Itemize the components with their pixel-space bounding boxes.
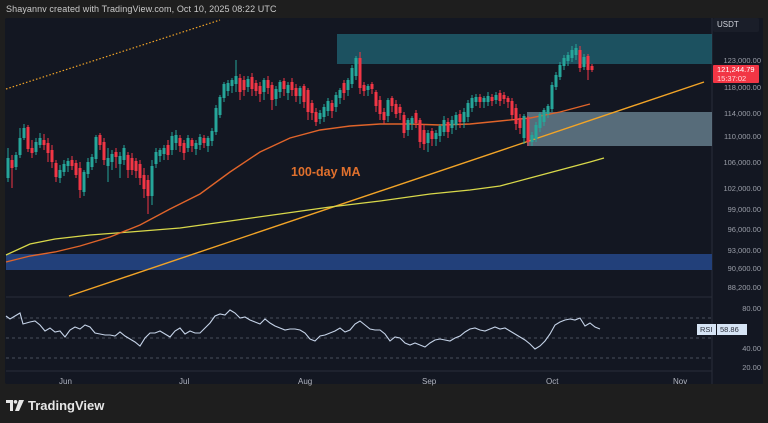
demand-zone[interactable]: [527, 112, 712, 146]
tradingview-logo[interactable]: TradingView: [6, 398, 104, 413]
rsi-axis-tick: 20.00: [742, 363, 761, 372]
candle-countdown: 15:37:02: [717, 73, 747, 83]
time-axis-tick: Aug: [298, 377, 313, 386]
time-axis-tick: Oct: [546, 377, 559, 386]
tradingview-brand-text: TradingView: [28, 398, 105, 413]
price-axis-tick: 96,000.00: [727, 225, 761, 234]
rsi-tag-name: RSI: [697, 324, 717, 335]
currency-label[interactable]: USDT: [713, 18, 759, 32]
price-axis-tick: 93,000.00: [727, 246, 761, 255]
rsi-tag-value: 58.86: [717, 324, 747, 335]
ascending-trendline[interactable]: [68, 81, 705, 297]
ma200-line[interactable]: [5, 157, 605, 256]
time-axis-tick: Nov: [673, 377, 688, 386]
candles[interactable]: [6, 44, 594, 214]
rsi-line[interactable]: [5, 309, 601, 350]
time-axis-tick: Jun: [59, 377, 72, 386]
time-axis-tick: Sep: [422, 377, 437, 386]
price-axis-tick: 90,600.00: [727, 264, 761, 273]
supply-zone[interactable]: [337, 34, 712, 64]
last-price-tag: 121,244.79 15:37:02: [713, 65, 759, 83]
price-axis-tick: 118,000.00: [724, 83, 761, 92]
time-axis-tick: Jul: [179, 377, 190, 386]
ma100-line[interactable]: [5, 103, 591, 263]
chart-credit: Shayannv created with TradingView.com, O…: [6, 4, 277, 14]
price-axis-tick: 106,000.00: [723, 158, 761, 167]
price-axis-tick: 102,000.00: [723, 184, 761, 193]
price-axis-tick: 99,000.00: [727, 205, 761, 214]
tradingview-logo-icon: [6, 400, 24, 411]
rsi-axis-tick: 80.00: [742, 304, 761, 313]
dotted-channel-line[interactable]: [5, 19, 221, 90]
price-axis-tick: 123,000.00: [723, 56, 761, 65]
price-axis-tick: 110,000.00: [724, 132, 761, 141]
price-axis-tick: 88,200.00: [727, 283, 761, 292]
last-price-value: 121,244.79: [717, 65, 755, 74]
support-zone[interactable]: [6, 254, 712, 270]
ma100-annotation: 100-day MA: [291, 165, 361, 179]
price-axis-tick: 114,000.00: [724, 109, 761, 118]
rsi-axis-tick: 40.00: [742, 344, 761, 353]
